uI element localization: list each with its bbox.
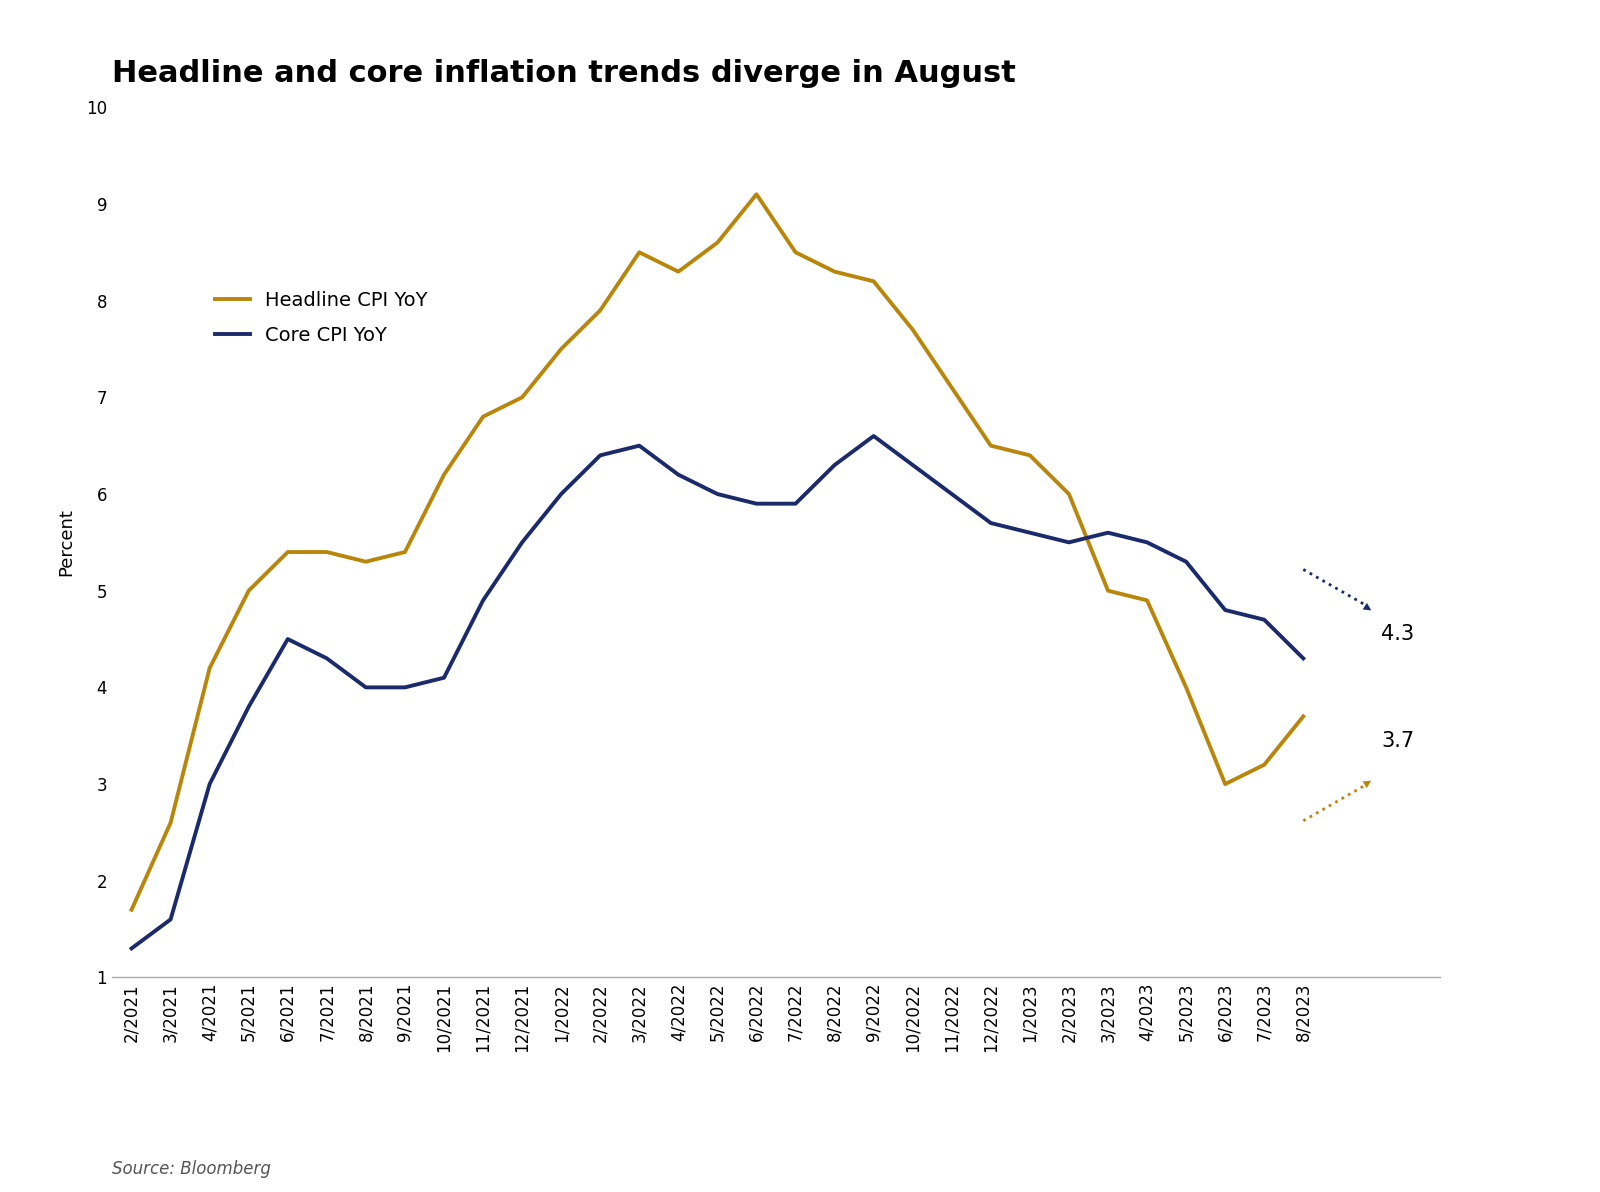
Text: 3.7: 3.7 (1381, 731, 1414, 751)
Text: Source: Bloomberg: Source: Bloomberg (112, 1160, 270, 1178)
Text: Headline and core inflation trends diverge in August: Headline and core inflation trends diver… (112, 60, 1016, 88)
Text: 4.3: 4.3 (1381, 625, 1414, 644)
Y-axis label: Percent: Percent (58, 509, 75, 576)
Legend: Headline CPI YoY, Core CPI YoY: Headline CPI YoY, Core CPI YoY (214, 291, 427, 344)
